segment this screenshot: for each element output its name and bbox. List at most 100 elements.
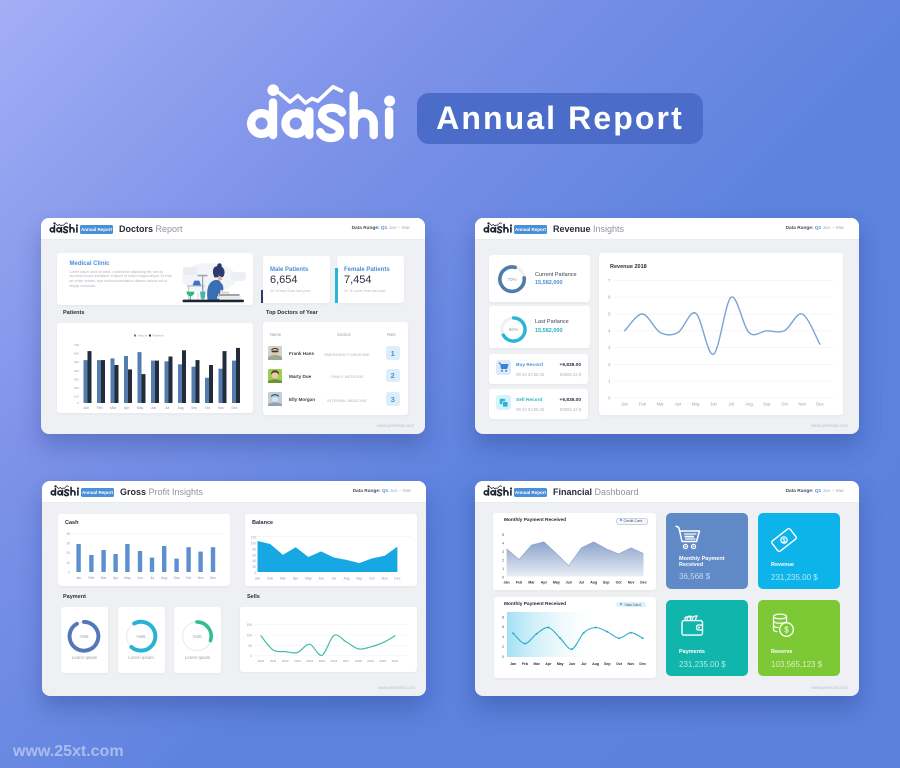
svg-text:Apr: Apr xyxy=(293,576,299,580)
svg-text:2021: 2021 xyxy=(392,659,399,663)
svg-text:30: 30 xyxy=(66,542,70,546)
svg-text:100: 100 xyxy=(74,395,79,399)
svg-text:Dec: Dec xyxy=(231,406,237,410)
svg-text:0: 0 xyxy=(77,401,79,405)
svg-text:Feb: Feb xyxy=(88,576,94,580)
svg-text:Aug: Aug xyxy=(592,662,599,666)
svg-text:Jul: Jul xyxy=(332,576,337,580)
svg-text:20: 20 xyxy=(252,565,256,569)
svg-text:$: $ xyxy=(784,625,789,634)
svg-text:Dec: Dec xyxy=(639,662,646,666)
svg-text:Oct: Oct xyxy=(781,402,788,407)
svg-text:Jan: Jan xyxy=(503,581,509,585)
svg-text:Mar: Mar xyxy=(528,581,535,585)
svg-text:120: 120 xyxy=(251,536,257,540)
svg-text:Mar: Mar xyxy=(657,402,665,407)
svg-text:Feb: Feb xyxy=(516,581,523,585)
svg-text:Nov: Nov xyxy=(198,576,204,580)
svg-text:4: 4 xyxy=(502,635,504,639)
svg-text:5: 5 xyxy=(502,533,504,537)
svg-text:2: 2 xyxy=(608,362,611,367)
svg-text:Oct: Oct xyxy=(205,406,210,410)
svg-text:2011: 2011 xyxy=(270,659,277,663)
svg-text:Oct: Oct xyxy=(186,576,191,580)
svg-text:60%: 60% xyxy=(509,327,519,333)
svg-text:Dec: Dec xyxy=(394,576,400,580)
svg-text:Feb: Feb xyxy=(639,402,647,407)
svg-text:Patients: Patients xyxy=(153,334,164,338)
svg-text:700: 700 xyxy=(74,343,79,347)
svg-text:Sep: Sep xyxy=(174,576,180,580)
svg-text:8: 8 xyxy=(502,615,504,619)
svg-text:Nov: Nov xyxy=(628,662,635,666)
svg-text:5: 5 xyxy=(608,312,611,317)
svg-text:60: 60 xyxy=(252,553,256,557)
svg-text:Nov: Nov xyxy=(628,581,635,585)
svg-text:1: 1 xyxy=(502,567,504,571)
svg-text:4: 4 xyxy=(502,542,504,546)
svg-text:Feb: Feb xyxy=(267,576,273,580)
svg-text:Sep: Sep xyxy=(603,581,610,585)
svg-text:6: 6 xyxy=(502,625,504,629)
svg-text:Oct: Oct xyxy=(369,576,374,580)
svg-text:Feb: Feb xyxy=(97,406,103,410)
svg-text:20: 20 xyxy=(66,551,70,555)
svg-text:Oct: Oct xyxy=(616,662,623,666)
svg-text:Apr: Apr xyxy=(113,576,119,580)
svg-text:May: May xyxy=(137,406,144,410)
svg-text:Aug: Aug xyxy=(177,406,183,410)
svg-text:Jun: Jun xyxy=(566,581,572,585)
svg-text:0: 0 xyxy=(68,570,70,574)
svg-text:2014: 2014 xyxy=(306,659,313,663)
svg-text:Aug: Aug xyxy=(161,576,167,580)
svg-text:Sep: Sep xyxy=(191,406,197,410)
svg-text:Jun: Jun xyxy=(318,576,324,580)
svg-text:0: 0 xyxy=(254,571,256,575)
svg-text:2012: 2012 xyxy=(282,659,289,663)
svg-text:0: 0 xyxy=(502,655,504,659)
svg-text:Sep: Sep xyxy=(604,662,611,666)
svg-text:Jan: Jan xyxy=(76,576,82,580)
svg-text:400: 400 xyxy=(74,369,79,373)
svg-text:0: 0 xyxy=(608,396,611,401)
svg-text:Aug: Aug xyxy=(590,581,597,585)
svg-text:Sep: Sep xyxy=(356,576,362,580)
svg-text:Jul: Jul xyxy=(165,406,170,410)
svg-text:May: May xyxy=(553,581,560,585)
svg-text:100: 100 xyxy=(251,542,257,546)
svg-text:50: 50 xyxy=(248,644,252,648)
svg-text:May: May xyxy=(124,576,131,580)
svg-text:May: May xyxy=(557,662,564,666)
svg-text:Nov: Nov xyxy=(218,406,224,410)
svg-text:2019: 2019 xyxy=(367,659,374,663)
svg-text:Mar: Mar xyxy=(110,406,117,410)
svg-text:200: 200 xyxy=(74,386,79,390)
svg-text:Oct: Oct xyxy=(616,581,623,585)
svg-text:4: 4 xyxy=(608,328,611,333)
svg-text:100: 100 xyxy=(247,633,253,637)
svg-text:40: 40 xyxy=(66,532,70,536)
svg-text:%66: %66 xyxy=(136,634,145,639)
svg-text:Apr: Apr xyxy=(124,406,130,410)
svg-text:Nov: Nov xyxy=(382,576,388,580)
svg-text:Apr: Apr xyxy=(545,662,552,666)
svg-text:2017: 2017 xyxy=(343,659,350,663)
svg-text:150: 150 xyxy=(247,623,253,627)
svg-text:Jun: Jun xyxy=(569,662,575,666)
svg-text:$: $ xyxy=(782,538,786,544)
svg-text:500: 500 xyxy=(74,360,79,364)
svg-text:Jul: Jul xyxy=(581,662,586,666)
svg-text:2: 2 xyxy=(502,645,504,649)
svg-text:Mar: Mar xyxy=(101,576,108,580)
svg-text:Dec: Dec xyxy=(816,402,823,407)
svg-text:2: 2 xyxy=(502,559,504,563)
svg-text:2013: 2013 xyxy=(294,659,301,663)
svg-text:1: 1 xyxy=(608,379,611,384)
svg-text:80: 80 xyxy=(252,547,256,551)
svg-text:%30: %30 xyxy=(193,634,202,639)
svg-text:Aug: Aug xyxy=(343,576,349,580)
svg-text:Jul: Jul xyxy=(729,402,734,407)
svg-text:May: May xyxy=(692,402,701,407)
svg-text:7: 7 xyxy=(608,278,611,283)
svg-text:40: 40 xyxy=(252,559,256,563)
